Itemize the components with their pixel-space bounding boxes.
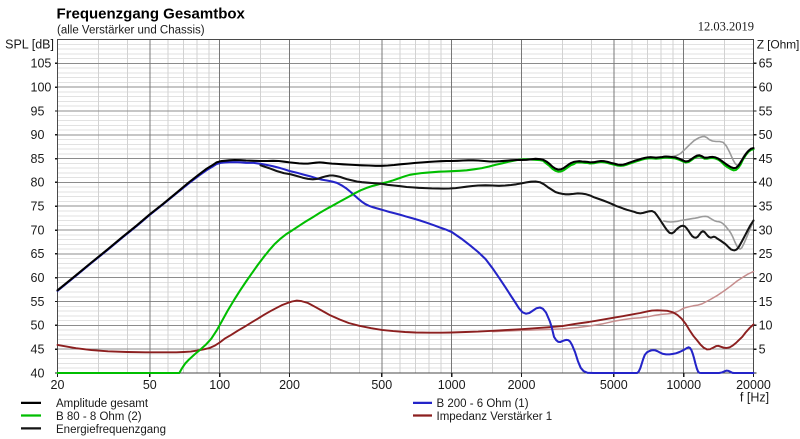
svg-text:SPL [dB]: SPL [dB]	[5, 38, 54, 52]
svg-text:Impedanz Verstärker 1: Impedanz Verstärker 1	[437, 411, 553, 423]
svg-text:f [Hz]: f [Hz]	[740, 391, 769, 405]
svg-text:500: 500	[371, 378, 392, 392]
svg-text:55: 55	[759, 104, 773, 118]
svg-text:20: 20	[759, 271, 773, 285]
svg-text:20000: 20000	[736, 378, 771, 392]
svg-text:70: 70	[31, 223, 45, 237]
svg-text:200: 200	[279, 378, 300, 392]
svg-text:100: 100	[31, 80, 52, 94]
svg-text:60: 60	[759, 80, 773, 94]
svg-text:12.03.2019: 12.03.2019	[698, 20, 754, 34]
svg-text:90: 90	[31, 128, 45, 142]
svg-text:65: 65	[759, 57, 773, 71]
svg-text:Amplitude gesamt: Amplitude gesamt	[56, 398, 149, 410]
svg-text:35: 35	[759, 200, 773, 214]
svg-text:55: 55	[31, 295, 45, 309]
svg-text:45: 45	[759, 152, 773, 166]
svg-text:5: 5	[759, 343, 766, 357]
svg-text:20: 20	[51, 378, 65, 392]
svg-text:105: 105	[31, 57, 52, 71]
svg-text:85: 85	[31, 152, 45, 166]
svg-text:B 200 - 6 Ohm (1): B 200 - 6 Ohm (1)	[437, 398, 529, 410]
svg-text:95: 95	[31, 104, 45, 118]
svg-text:100: 100	[209, 378, 230, 392]
svg-text:50: 50	[31, 319, 45, 333]
svg-text:45: 45	[31, 343, 45, 357]
svg-text:1000: 1000	[438, 378, 466, 392]
svg-text:Frequenzgang Gesamtbox: Frequenzgang Gesamtbox	[57, 6, 246, 23]
svg-text:60: 60	[31, 271, 45, 285]
svg-text:10000: 10000	[666, 378, 701, 392]
svg-text:Z [Ohm]: Z [Ohm]	[757, 38, 800, 52]
svg-text:65: 65	[31, 247, 45, 261]
svg-text:40: 40	[31, 366, 45, 380]
svg-text:Energiefrequenzgang: Energiefrequenzgang	[56, 424, 166, 436]
svg-text:25: 25	[759, 247, 773, 261]
svg-text:50: 50	[143, 378, 157, 392]
svg-text:15: 15	[759, 295, 773, 309]
svg-text:80: 80	[31, 176, 45, 190]
svg-text:(alle Verstärker und Chassis): (alle Verstärker und Chassis)	[57, 25, 205, 37]
svg-text:2000: 2000	[508, 378, 536, 392]
svg-text:5000: 5000	[600, 378, 628, 392]
svg-text:50: 50	[759, 128, 773, 142]
svg-text:40: 40	[759, 176, 773, 190]
svg-text:10: 10	[759, 319, 773, 333]
svg-text:B 80 - 8 Ohm (2): B 80 - 8 Ohm (2)	[56, 411, 142, 423]
svg-text:30: 30	[759, 223, 773, 237]
svg-text:75: 75	[31, 200, 45, 214]
